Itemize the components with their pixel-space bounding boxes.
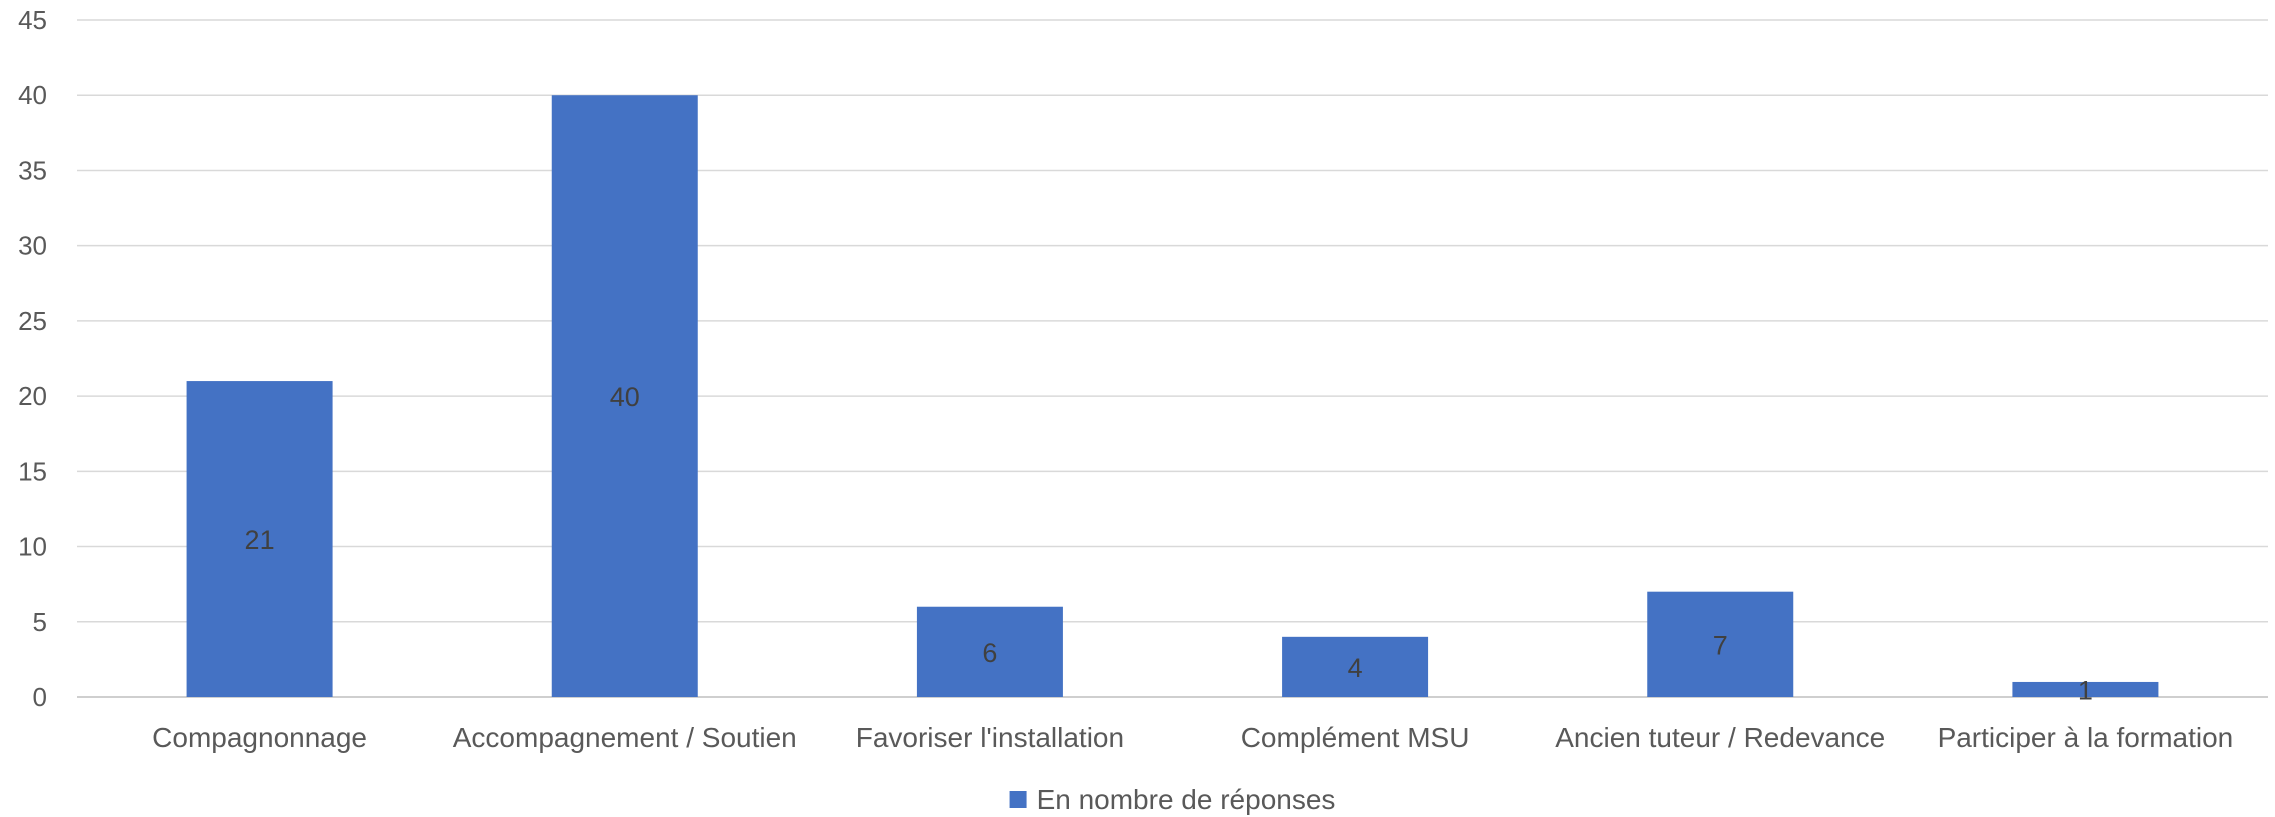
gridlines [77, 19, 2268, 698]
data-label: 21 [245, 525, 275, 555]
legend-label[interactable]: En nombre de réponses [1037, 784, 1336, 815]
x-tick-label: Compagnonnage [152, 722, 367, 753]
x-tick-label: Participer à la formation [1938, 722, 2234, 753]
y-tick-label: 30 [18, 231, 47, 261]
bar[interactable] [916, 606, 1063, 697]
y-tick-label: 10 [18, 532, 47, 562]
y-tick-label: 45 [18, 5, 47, 35]
bar[interactable] [1282, 636, 1429, 697]
data-label: 7 [1713, 630, 1728, 660]
y-tick-label: 35 [18, 155, 47, 185]
x-tick-label: Complément MSU [1241, 722, 1470, 753]
data-label: 40 [610, 382, 640, 412]
y-tick-label: 0 [33, 682, 47, 712]
legend-swatch [1009, 791, 1027, 808]
bar[interactable] [186, 381, 333, 697]
data-label: 1 [2078, 675, 2093, 705]
x-axis: Compagnonnage Accompagnement / Soutien Fav… [152, 722, 2233, 753]
y-axis: 0 5 10 15 20 25 30 35 40 45 [18, 5, 47, 712]
bar[interactable] [1647, 591, 1794, 697]
data-labels: 21 40 6 4 7 1 [245, 382, 2093, 705]
y-tick-label: 25 [18, 306, 47, 336]
bars [186, 95, 2159, 697]
x-tick-label: Accompagnement / Soutien [453, 722, 797, 753]
y-tick-label: 40 [18, 80, 47, 110]
data-label: 4 [1348, 653, 1363, 683]
data-label: 6 [982, 638, 997, 668]
y-tick-label: 15 [18, 456, 47, 486]
y-tick-label: 20 [18, 381, 47, 411]
bar[interactable] [2012, 681, 2159, 697]
y-tick-label: 5 [33, 607, 47, 637]
legend: En nombre de réponses [1009, 784, 1336, 815]
x-tick-label: Ancien tuteur / Redevance [1555, 722, 1885, 753]
x-tick-label: Favoriser l'installation [856, 722, 1124, 753]
bar[interactable] [551, 95, 698, 697]
